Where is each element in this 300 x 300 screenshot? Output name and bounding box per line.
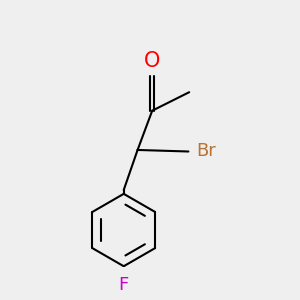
Text: O: O — [144, 51, 160, 71]
Text: Br: Br — [196, 142, 216, 160]
Text: F: F — [118, 276, 129, 294]
